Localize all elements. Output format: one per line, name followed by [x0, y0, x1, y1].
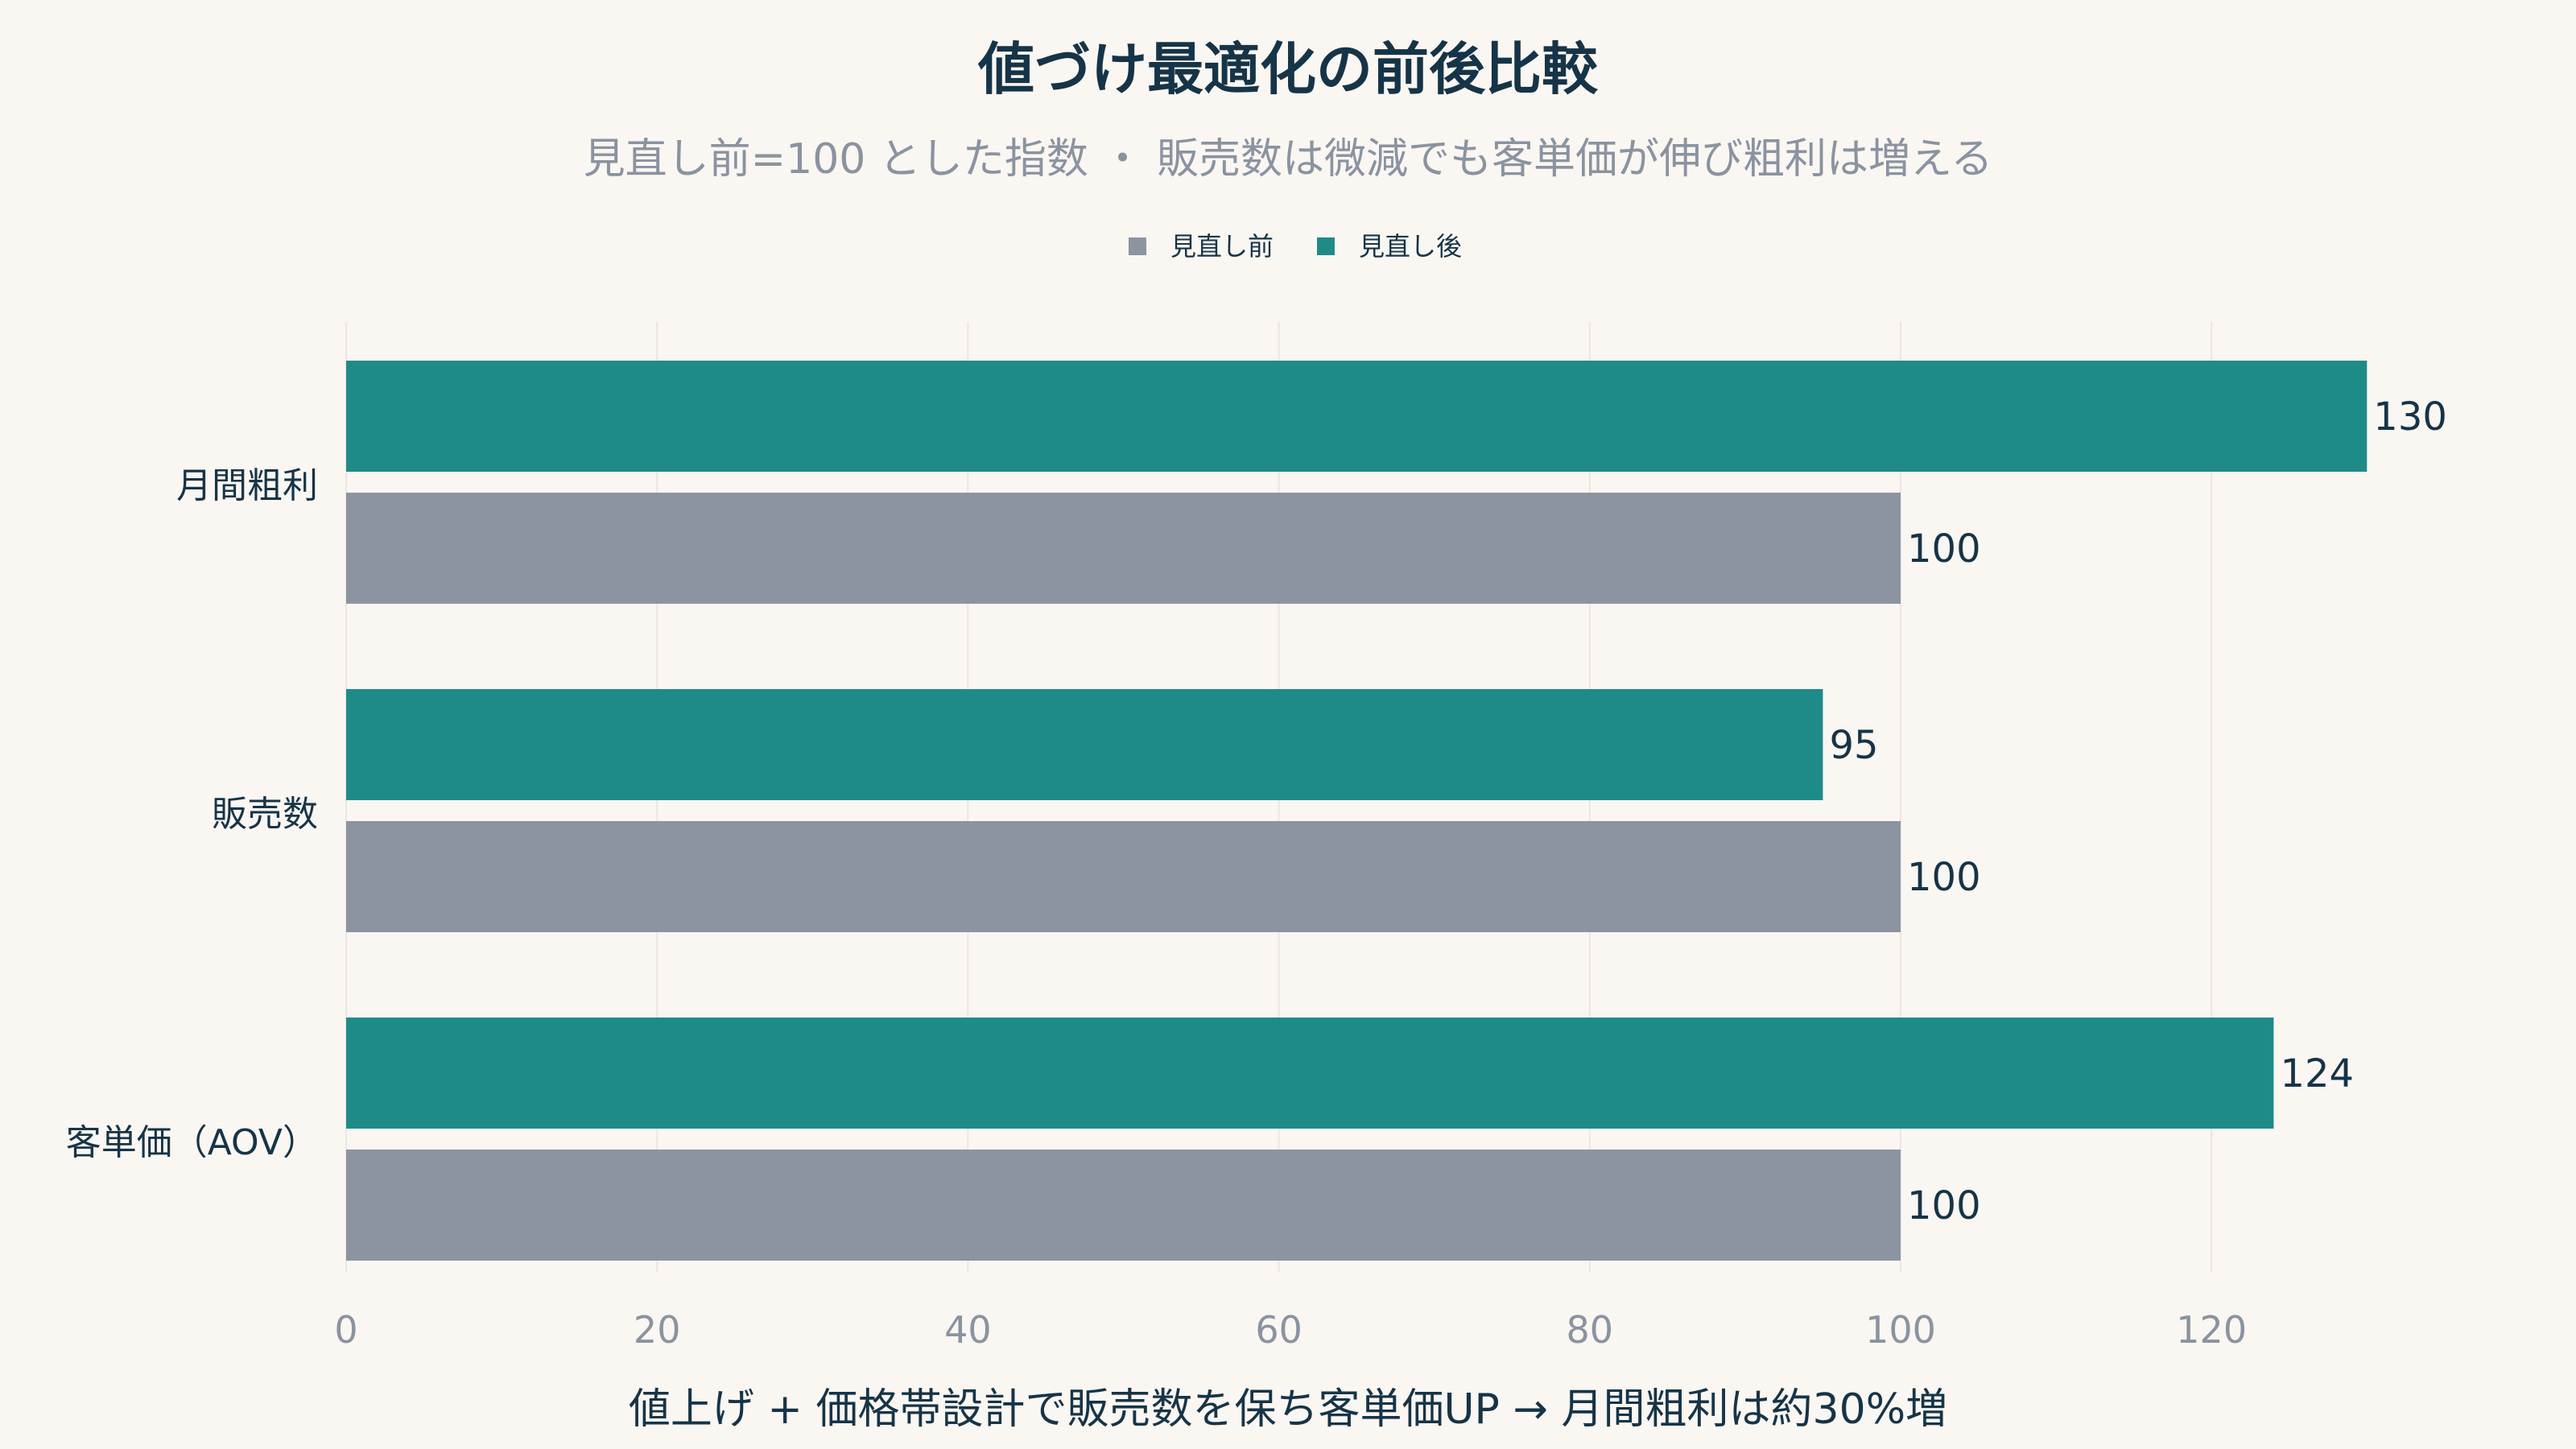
category-label: 販売数 [212, 794, 318, 835]
category-label: 客単価（AOV） [66, 1122, 318, 1163]
bar-after [346, 689, 1823, 800]
data-label: 100 [1907, 855, 1981, 900]
data-label: 100 [1907, 1183, 1981, 1228]
chart-title: 値づけ最適化の前後比較 [977, 36, 1599, 102]
x-tick-label: 20 [634, 1308, 681, 1352]
bar-before [346, 1150, 1901, 1261]
chart-subtitle: 見直し前=100 とした指数 ・ 販売数は微減でも客単価が伸び粗利は増える [584, 135, 1993, 184]
legend-label-before: 見直し前 [1170, 231, 1274, 262]
x-tick-label: 40 [944, 1308, 992, 1352]
data-label: 100 [1907, 526, 1981, 572]
bar-after [346, 361, 2368, 472]
legend-swatch-after [1317, 237, 1335, 255]
bars: 130 100 95 100 124 100 [346, 361, 2447, 1261]
legend: 見直し前 見直し後 [1129, 231, 1462, 262]
bar-before [346, 493, 1901, 604]
x-tick-label: 60 [1255, 1308, 1302, 1352]
legend-swatch-before [1129, 237, 1146, 255]
x-tick-label: 80 [1567, 1308, 1614, 1352]
x-axis-ticks: 0 20 40 60 80 100 120 [334, 1308, 2247, 1352]
data-label: 124 [2280, 1051, 2354, 1096]
x-tick-label: 120 [2176, 1308, 2247, 1352]
bar-after [346, 1018, 2274, 1129]
category-label: 月間粗利 [176, 465, 318, 506]
legend-label-after: 見直し後 [1359, 231, 1462, 262]
data-label: 95 [1829, 723, 1878, 768]
x-tick-label: 0 [334, 1308, 357, 1352]
x-tick-label: 100 [1865, 1308, 1936, 1352]
bar-before [346, 821, 1901, 932]
data-label: 130 [2373, 394, 2447, 440]
chart-caption: 値上げ + 価格帯設計で販売数を保ち客単価UP → 月間粗利は約30%増 [629, 1385, 1947, 1434]
